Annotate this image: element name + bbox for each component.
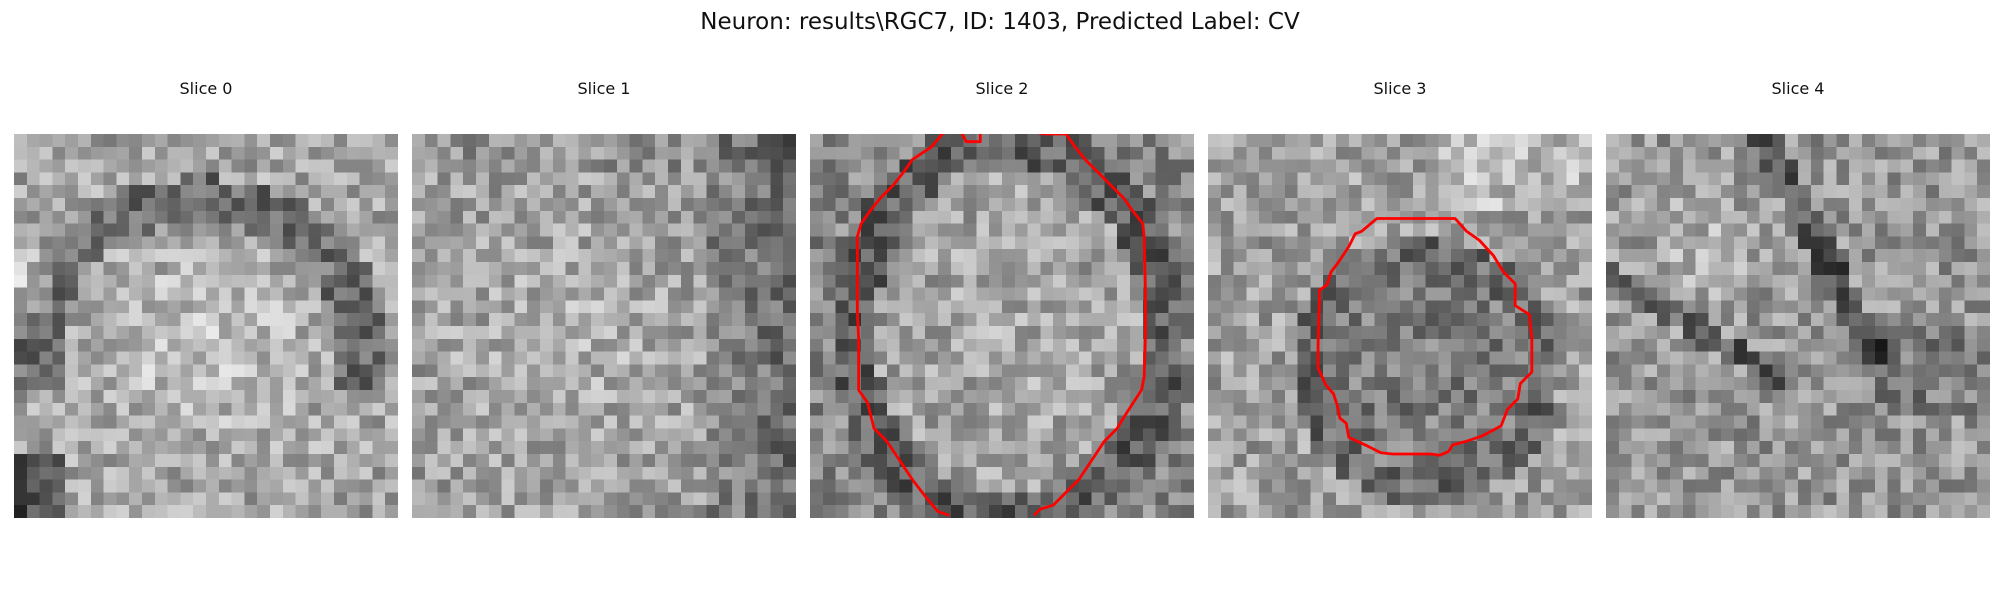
slice-title-1: Slice 1 <box>577 79 631 98</box>
slice-image-0 <box>14 134 398 518</box>
segmentation-contour-slice-3 <box>1316 217 1534 457</box>
slice-image-3 <box>1208 134 1592 518</box>
slice-title-3: Slice 3 <box>1373 79 1427 98</box>
slice-title-2: Slice 2 <box>975 79 1029 98</box>
slice-image-2 <box>810 134 1194 518</box>
figure-title: Neuron: results\RGC7, ID: 1403, Predicte… <box>700 9 1300 35</box>
slice-title-0: Slice 0 <box>179 79 233 98</box>
slice-image-1 <box>412 134 796 518</box>
slice-image-4 <box>1606 134 1990 518</box>
slice-title-4: Slice 4 <box>1771 79 1825 98</box>
segmentation-contour-slice-2 <box>855 134 1147 517</box>
